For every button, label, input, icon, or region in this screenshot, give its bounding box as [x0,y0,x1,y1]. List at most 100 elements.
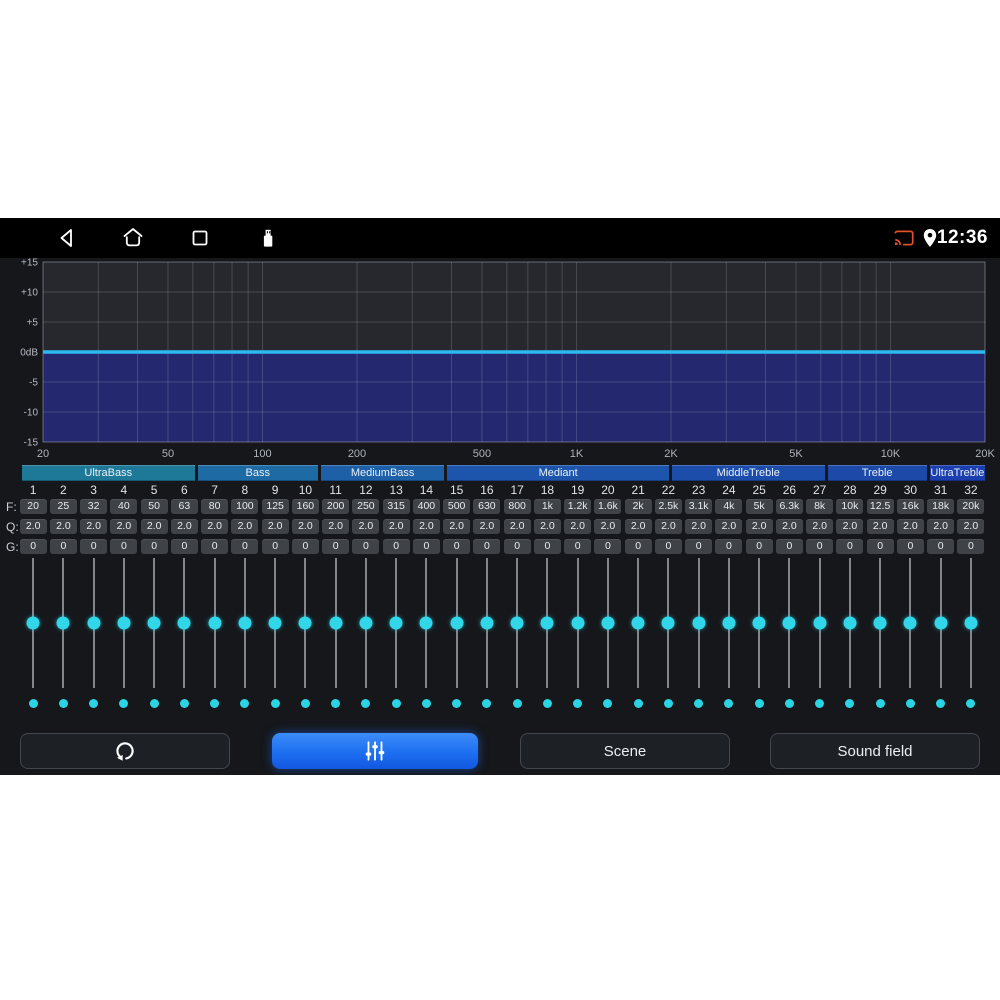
gain-slider[interactable] [381,558,411,688]
gain-slider[interactable] [230,558,260,688]
band-q-chip[interactable]: 2.0 [291,519,319,534]
band-q-chip[interactable]: 2.0 [594,519,622,534]
band-q-chip[interactable]: 2.0 [412,519,440,534]
band-gain-chip[interactable]: 0 [19,539,47,554]
band-freq-chip[interactable]: 3.1k [685,499,713,514]
gain-slider[interactable] [290,558,320,688]
band-gain-chip[interactable]: 0 [201,539,229,554]
band-freq-chip[interactable]: 2k [624,499,652,514]
band-q-chip[interactable]: 2.0 [957,519,985,534]
band-gain-chip[interactable]: 0 [261,539,289,554]
slider-knob[interactable] [631,616,645,630]
band-freq-chip[interactable]: 63 [170,499,198,514]
reset-button[interactable] [20,733,230,769]
band-q-chip[interactable]: 2.0 [201,519,229,534]
back-icon[interactable] [55,226,79,250]
band-gain-chip[interactable]: 0 [443,539,471,554]
band-q-chip[interactable]: 2.0 [715,519,743,534]
band-freq-chip[interactable]: 200 [322,499,350,514]
band-freq-chip[interactable]: 125 [261,499,289,514]
band-freq-chip[interactable]: 100 [231,499,259,514]
slider-knob[interactable] [782,616,796,630]
band-freq-chip[interactable]: 80 [201,499,229,514]
band-gain-chip[interactable]: 0 [564,539,592,554]
band-q-chip[interactable]: 2.0 [685,519,713,534]
band-freq-chip[interactable]: 25 [49,499,77,514]
scene-button[interactable]: Scene [520,733,730,769]
band-q-chip[interactable]: 2.0 [866,519,894,534]
band-freq-chip[interactable]: 18k [927,499,955,514]
gain-slider[interactable] [684,558,714,688]
band-gain-chip[interactable]: 0 [685,539,713,554]
band-q-chip[interactable]: 2.0 [80,519,108,534]
band-freq-chip[interactable]: 10k [836,499,864,514]
band-gain-chip[interactable]: 0 [927,539,955,554]
band-freq-chip[interactable]: 1k [533,499,561,514]
slider-knob[interactable] [26,616,40,630]
band-gain-chip[interactable]: 0 [110,539,138,554]
band-freq-chip[interactable]: 1.6k [594,499,622,514]
band-freq-chip[interactable]: 315 [382,499,410,514]
band-freq-chip[interactable]: 250 [352,499,380,514]
band-q-chip[interactable]: 2.0 [745,519,773,534]
band-freq-chip[interactable]: 5k [745,499,773,514]
band-q-chip[interactable]: 2.0 [775,519,803,534]
band-q-chip[interactable]: 2.0 [49,519,77,534]
slider-knob[interactable] [329,616,343,630]
band-freq-chip[interactable]: 6.3k [775,499,803,514]
slider-knob[interactable] [510,616,524,630]
gain-slider[interactable] [502,558,532,688]
gain-slider[interactable] [472,558,502,688]
slider-knob[interactable] [873,616,887,630]
band-q-chip[interactable]: 2.0 [896,519,924,534]
band-q-chip[interactable]: 2.0 [473,519,501,534]
band-gain-chip[interactable]: 0 [231,539,259,554]
gain-slider[interactable] [200,558,230,688]
recents-icon[interactable] [188,226,212,250]
slider-knob[interactable] [601,616,615,630]
band-freq-chip[interactable]: 400 [412,499,440,514]
slider-knob[interactable] [389,616,403,630]
band-gain-chip[interactable]: 0 [533,539,561,554]
band-q-chip[interactable]: 2.0 [836,519,864,534]
slider-knob[interactable] [268,616,282,630]
band-gain-chip[interactable]: 0 [775,539,803,554]
slider-knob[interactable] [177,616,191,630]
band-freq-chip[interactable]: 800 [503,499,531,514]
band-freq-chip[interactable]: 20k [957,499,985,514]
slider-knob[interactable] [752,616,766,630]
gain-slider[interactable] [169,558,199,688]
gain-slider[interactable] [109,558,139,688]
band-gain-chip[interactable]: 0 [473,539,501,554]
band-gain-chip[interactable]: 0 [957,539,985,554]
band-q-chip[interactable]: 2.0 [19,519,47,534]
slider-knob[interactable] [298,616,312,630]
slider-knob[interactable] [56,616,70,630]
band-gain-chip[interactable]: 0 [896,539,924,554]
slider-knob[interactable] [692,616,706,630]
band-q-chip[interactable]: 2.0 [503,519,531,534]
home-icon[interactable] [121,226,145,250]
slider-knob[interactable] [117,616,131,630]
gain-slider[interactable] [835,558,865,688]
gain-slider[interactable] [956,558,986,688]
gain-slider[interactable] [805,558,835,688]
band-gain-chip[interactable]: 0 [352,539,380,554]
band-gain-chip[interactable]: 0 [594,539,622,554]
gain-slider[interactable] [653,558,683,688]
band-gain-chip[interactable]: 0 [382,539,410,554]
band-q-chip[interactable]: 2.0 [443,519,471,534]
band-q-chip[interactable]: 2.0 [382,519,410,534]
slider-knob[interactable] [450,616,464,630]
gain-slider[interactable] [260,558,290,688]
slider-knob[interactable] [964,616,978,630]
band-q-chip[interactable]: 2.0 [322,519,350,534]
gain-slider[interactable] [139,558,169,688]
band-freq-chip[interactable]: 630 [473,499,501,514]
band-q-chip[interactable]: 2.0 [110,519,138,534]
band-freq-chip[interactable]: 16k [896,499,924,514]
slider-knob[interactable] [540,616,554,630]
slider-knob[interactable] [147,616,161,630]
band-freq-chip[interactable]: 32 [80,499,108,514]
gain-slider[interactable] [714,558,744,688]
